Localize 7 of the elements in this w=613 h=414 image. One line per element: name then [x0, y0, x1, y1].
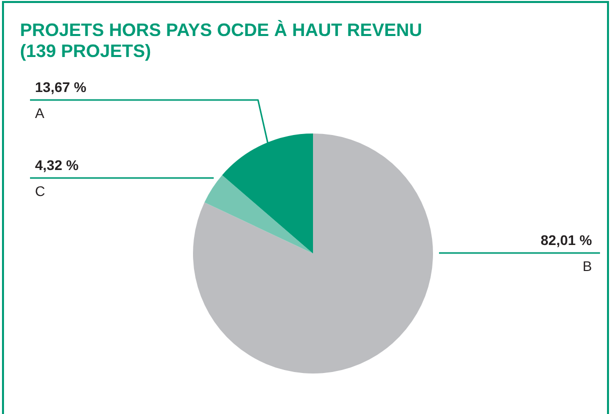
slice-label: B [582, 258, 592, 274]
data-label: 82,01 % [540, 232, 593, 248]
slice-label: C [35, 182, 46, 199]
slice-label: A [35, 104, 45, 121]
chart-title: PROJETS HORS PAYS OCDE À HAUT REVENU (139 PROJETS) [20, 20, 422, 62]
data-label: 4,32 % [35, 156, 80, 173]
data-label: 13,67 % [35, 78, 87, 95]
